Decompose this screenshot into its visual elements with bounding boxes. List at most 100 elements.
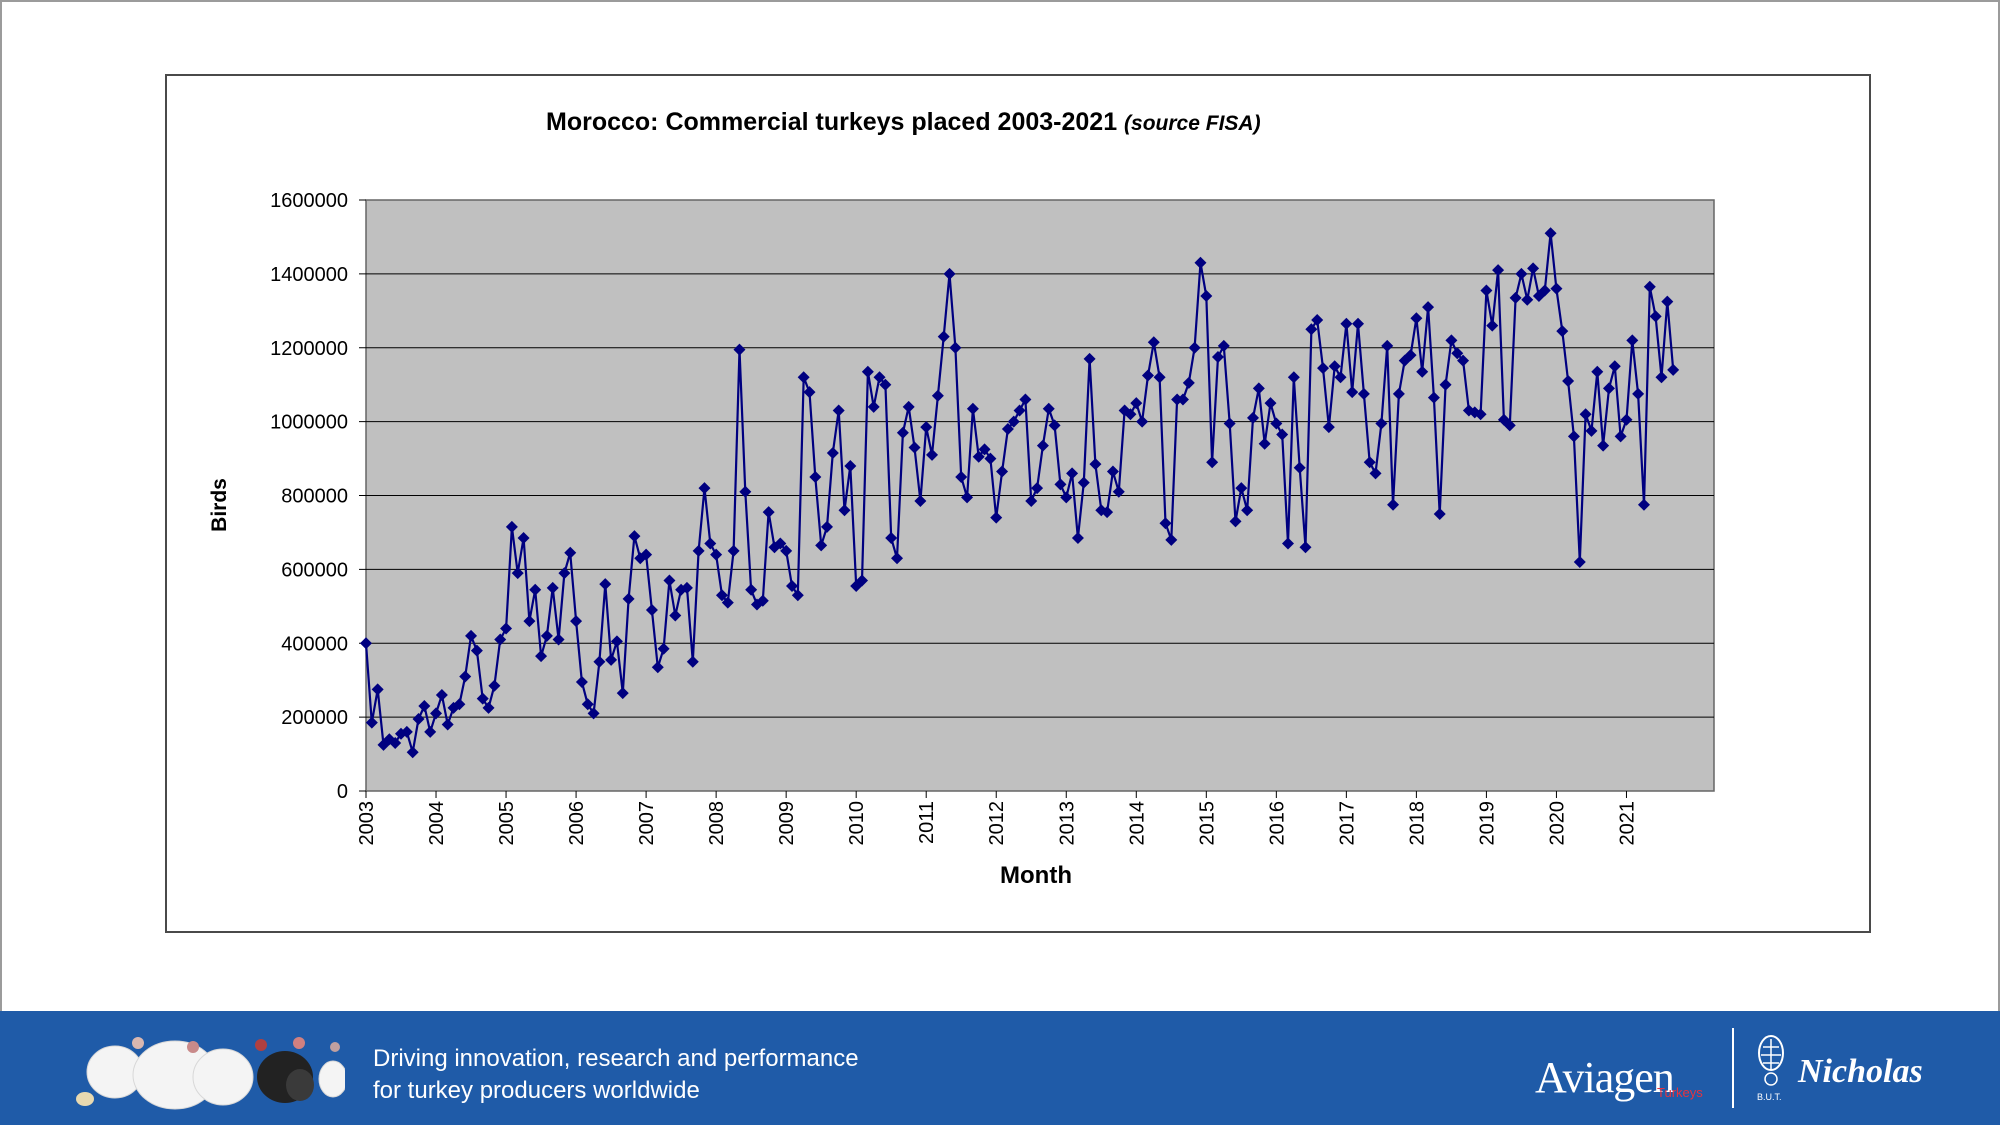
x-tick-label: 2005	[496, 801, 518, 846]
aviagen-logo: Aviagen	[1535, 1053, 1675, 1102]
data-point	[500, 622, 513, 635]
data-point	[1223, 417, 1236, 430]
data-point	[1136, 415, 1149, 428]
data-point	[1071, 531, 1084, 544]
data-point	[1328, 360, 1341, 373]
data-point	[1229, 515, 1242, 528]
x-tick-label: 2010	[846, 801, 868, 846]
data-point	[1410, 312, 1423, 325]
data-point	[1246, 411, 1259, 424]
data-point	[1124, 408, 1137, 421]
y-tick-label: 1000000	[270, 412, 348, 434]
data-point	[972, 450, 985, 463]
data-point	[1346, 386, 1359, 399]
data-point	[599, 578, 612, 591]
x-axis: 2003 2004 2005 2006 2007 2008 2009 2010 2011 2012…	[356, 791, 1638, 846]
data-point	[1427, 391, 1440, 404]
data-point	[780, 544, 793, 557]
but-logo-icon	[1758, 1035, 1784, 1086]
data-point	[996, 465, 1009, 478]
data-point	[774, 537, 787, 550]
data-point	[838, 504, 851, 517]
data-point	[937, 330, 950, 343]
data-point	[698, 482, 711, 495]
footer-tagline: Driving innovation, research and perform…	[373, 1043, 859, 1107]
data-point	[1147, 336, 1160, 349]
data-point	[1649, 310, 1662, 323]
data-point	[1077, 476, 1090, 489]
data-point	[1165, 533, 1178, 546]
data-point	[365, 716, 378, 729]
data-point	[622, 592, 635, 605]
x-tick-label: 2018	[1406, 801, 1428, 846]
data-point	[1474, 408, 1487, 421]
data-point	[1276, 428, 1289, 441]
data-point	[815, 539, 828, 552]
data-point	[1375, 417, 1388, 430]
data-point	[570, 615, 583, 628]
data-point	[832, 404, 845, 417]
data-point	[1591, 365, 1604, 378]
data-point	[1392, 387, 1405, 400]
data-point	[891, 552, 904, 565]
data-point	[785, 579, 798, 592]
chart-title: Morocco: Commercial turkeys placed 2003-…	[546, 108, 1261, 137]
y-tick-label: 600000	[281, 559, 348, 581]
data-point	[1357, 387, 1370, 400]
data-point	[1013, 404, 1026, 417]
data-point	[406, 746, 419, 759]
x-tick-label: 2019	[1476, 801, 1498, 846]
data-point	[1194, 256, 1207, 269]
data-point	[430, 707, 443, 720]
y-tick-label: 1600000	[270, 190, 348, 212]
data-point	[459, 670, 472, 683]
but-logo-text: B.U.T.	[1757, 1092, 1782, 1102]
x-tick-label: 2017	[1336, 801, 1358, 846]
data-point	[581, 698, 594, 711]
data-point	[1036, 439, 1049, 452]
data-point	[1503, 419, 1516, 432]
tagline-line-2: for turkey producers worldwide	[373, 1077, 700, 1104]
data-point	[1235, 482, 1248, 495]
data-point	[990, 511, 1003, 524]
data-point	[1655, 371, 1668, 384]
series-markers	[360, 227, 1680, 759]
x-tick-label: 2007	[636, 801, 658, 846]
data-point	[628, 530, 641, 543]
y-tick-label: 200000	[281, 707, 348, 729]
data-point	[1352, 317, 1365, 330]
data-point	[1188, 341, 1201, 354]
data-point	[1322, 421, 1335, 434]
data-point	[803, 386, 816, 399]
data-point	[1211, 350, 1224, 363]
data-point	[821, 520, 834, 533]
data-point	[1287, 371, 1300, 384]
data-point	[435, 688, 448, 701]
data-point	[1112, 485, 1125, 498]
data-point	[1299, 541, 1312, 554]
data-point	[721, 596, 734, 609]
data-point	[949, 341, 962, 354]
x-tick-label: 2009	[776, 801, 798, 846]
turkeys-illustration	[76, 1037, 345, 1110]
data-point	[1101, 506, 1114, 519]
x-tick-label: 2015	[1196, 801, 1218, 846]
y-tick-label: 400000	[281, 633, 348, 655]
data-point	[529, 583, 542, 596]
data-point	[1334, 371, 1347, 384]
data-point	[733, 343, 746, 356]
data-point	[1521, 293, 1534, 306]
data-point	[1317, 362, 1330, 375]
data-point	[955, 471, 968, 484]
data-point	[488, 679, 501, 692]
data-point	[389, 736, 402, 749]
data-point	[1538, 284, 1551, 297]
data-point	[745, 583, 758, 596]
data-point	[1048, 419, 1061, 432]
data-point	[931, 389, 944, 402]
data-point	[1433, 507, 1446, 520]
data-point	[809, 471, 822, 484]
data-point	[1544, 227, 1557, 240]
data-point	[1457, 354, 1470, 367]
data-point	[1025, 495, 1038, 508]
